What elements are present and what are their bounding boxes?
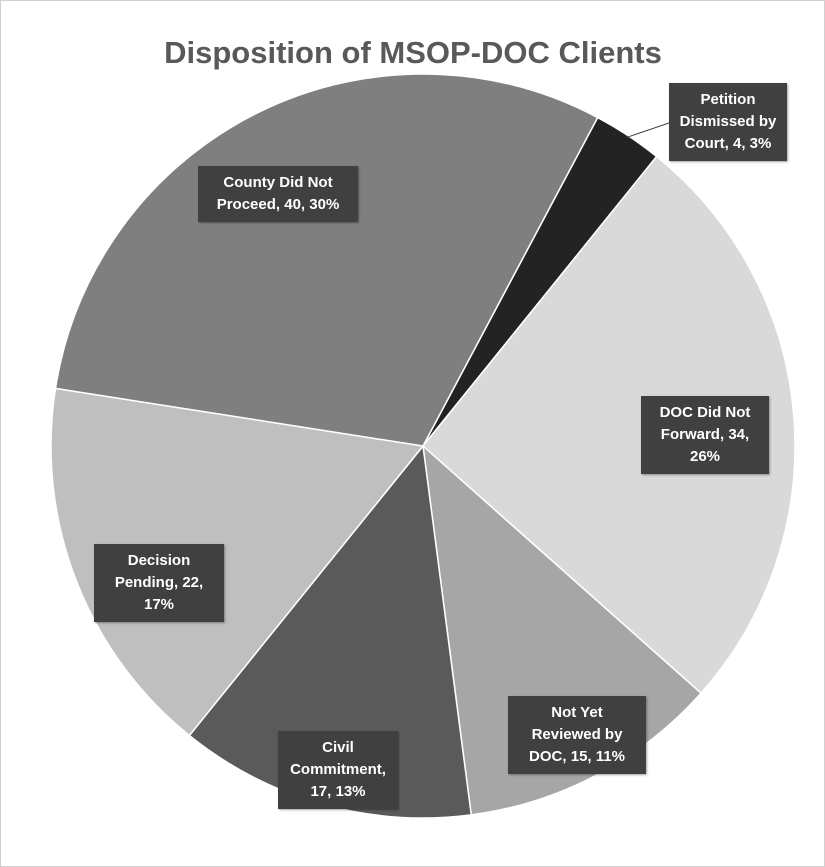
data-label-value: 15, 11% [570,748,625,765]
data-label: Civil Commitment 17, 13% [278,731,398,809]
data-label: Not Yet Reviewed by DOC15, 11% [508,696,646,774]
data-label: DOC Did Not Forward34, 26% [641,396,769,474]
chart-title: Disposition of MSOP-DOC Clients [164,35,662,70]
pie-slice [50,387,425,737]
data-label-value: 40, 30% [284,196,340,213]
data-label-category: Decision Pending [115,552,190,591]
data-label: County Did Not Proceed40, 30% [198,166,358,222]
data-label-value: 34, 26% [689,426,750,465]
data-label-value: 22, 17% [143,574,204,613]
pie-slice [421,155,796,695]
data-label: Decision Pending22, 17% [94,544,224,622]
data-label-value: 4, 3% [732,135,772,152]
pie-slice [54,73,599,447]
data-label-category: Civil Commitment [290,739,386,778]
data-label-value: 17, 13% [310,783,366,800]
leader-line [626,122,670,138]
data-label: Petition Dismissed by Court4, 3% [669,83,787,161]
